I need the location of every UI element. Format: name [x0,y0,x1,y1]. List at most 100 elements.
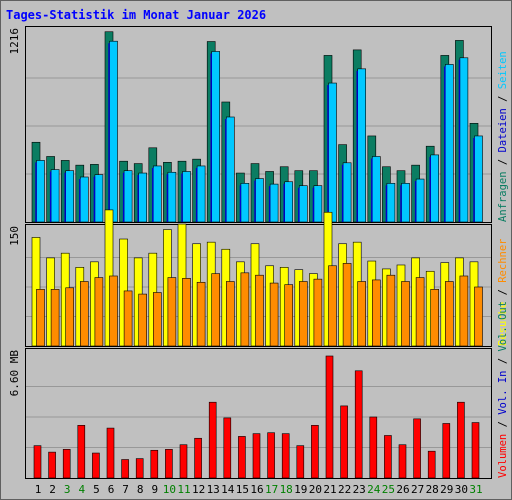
bar-volume-volumen-27 [413,418,421,479]
panel-volume: 6.60 MB Volumen / Vol. In / Vol. Out [8,301,509,479]
legend-item: Vol. In [497,371,509,415]
legend-item: / [497,415,509,434]
x-tick-label-13: 13 [207,483,220,496]
legend-item: Dateien [497,108,509,152]
bar-visits-rechner-15 [240,272,250,347]
bar-volume-volumen-26 [398,444,407,479]
x-tick-label-20: 20 [309,483,322,496]
legend-item: Anfragen [497,171,509,222]
bar-hits-seiten-18 [284,181,294,223]
legend-volume: Volumen / Vol. In / Vol. Out [497,301,509,478]
bar-volume-volumen-29 [442,423,451,479]
x-tick-label-25: 25 [382,483,395,496]
bar-hits-seiten-21 [328,82,337,223]
bar-hits-seiten-27 [415,178,425,223]
bar-hits-files-19 [298,187,300,222]
x-tick-label-9: 9 [151,483,158,496]
bar-volume-volumen-2 [48,451,56,479]
bar-visits-rechner-10 [167,277,177,347]
legend-item: / [497,283,509,302]
x-tick-label-22: 22 [338,483,351,496]
bar-hits-seiten-24 [371,156,381,223]
bar-hits-seiten-31 [474,135,483,223]
bar-hits-files-7 [122,172,125,222]
bar-hits-seiten-7 [123,170,133,223]
legend-item: / [497,89,509,108]
x-tick-label-10: 10 [163,483,176,496]
bar-visits-rechner-30 [459,275,469,347]
x-tick-label-30: 30 [455,483,468,496]
bar-volume-volumen-23 [354,370,363,479]
legend-item: / [497,152,509,171]
bar-volume-volumen-28 [427,450,436,479]
x-tick-label-5: 5 [93,483,100,496]
bar-hits-seiten-28 [430,154,440,223]
bar-hits-seiten-2 [50,169,60,223]
bar-visits-rechner-6 [109,275,118,347]
bar-hits-seiten-8 [138,172,147,223]
bar-volume-volumen-14 [223,417,232,479]
bar-visits-rechner-1 [36,289,45,347]
bar-volume-volumen-6 [106,427,115,479]
bar-hits-seiten-5 [94,174,104,223]
bar-volume-volumen-25 [384,435,392,479]
legend-hits: Anfragen / Dateien / Seiten [497,51,509,222]
bar-hits-files-25 [385,185,388,222]
bar-hits-seiten-13 [211,51,220,223]
bar-visits-rechner-25 [386,274,396,347]
bar-hits-files-9 [152,167,154,222]
bar-visits-rechner-9 [153,292,162,347]
bar-volume-volumen-8 [135,458,144,479]
bar-hits-files-27 [414,181,417,222]
bar-hits-seiten-25 [386,183,396,223]
bar-visits-rechner-14 [226,281,235,347]
bar-hits-files-15 [239,185,242,222]
x-tick-label-26: 26 [396,483,409,496]
legend-item: / [497,352,509,371]
x-tick-label-1: 1 [35,483,42,496]
bar-volume-volumen-17 [267,432,275,479]
bar-hits-seiten-12 [196,165,206,223]
chart-title: Tages-Statistik im Monat Januar 2026 [6,8,266,22]
bar-hits-seiten-16 [255,178,264,223]
bar-hits-seiten-4 [80,176,89,223]
bar-volume-volumen-13 [208,401,217,479]
bar-hits-files-18 [283,183,285,222]
legend-item: Volumen [497,434,509,478]
series-volumen [33,355,480,479]
bar-hits-files-3 [64,172,66,222]
x-tick-label-21: 21 [323,483,336,496]
bar-hits-files-30 [458,59,461,222]
bar-volume-volumen-19 [296,445,305,479]
bar-hits-files-14 [225,119,227,222]
bar-visits-rechner-23 [357,281,367,347]
bar-hits-seiten-10 [167,171,177,223]
x-tick-label-19: 19 [294,483,307,496]
bar-visits-rechner-8 [138,293,147,347]
bar-visits-rechner-29 [444,281,454,347]
bar-visits-rechner-21 [328,265,337,347]
x-tick-label-12: 12 [192,483,205,496]
bar-volume-volumen-10 [165,449,173,479]
bar-volume-volumen-5 [92,452,100,479]
bar-volume-volumen-20 [311,425,319,479]
panel-hits: 1216 Anfragen / Dateien / Seiten [8,26,509,223]
bar-visits-rechner-31 [474,286,483,347]
y-max-label-visits: 150 [8,226,21,246]
x-tick-label-27: 27 [411,483,424,496]
x-tick-label-31: 31 [469,483,482,496]
x-tick-label-8: 8 [137,483,144,496]
x-tick-label-17: 17 [265,483,278,496]
legend-item: Besuche [497,302,509,346]
bar-volume-volumen-11 [179,444,188,479]
bar-hits-files-20 [312,187,315,222]
bar-hits-seiten-1 [36,160,45,223]
y-max-label-hits: 1216 [8,28,21,55]
bar-visits-rechner-17 [269,282,279,347]
bar-hits-seiten-23 [357,68,367,223]
bar-visits-rechner-20 [313,278,323,347]
bar-hits-files-21 [327,85,329,222]
legend-item: Rechner [497,239,509,283]
y-max-label-volume: 6.60 MB [8,350,21,397]
